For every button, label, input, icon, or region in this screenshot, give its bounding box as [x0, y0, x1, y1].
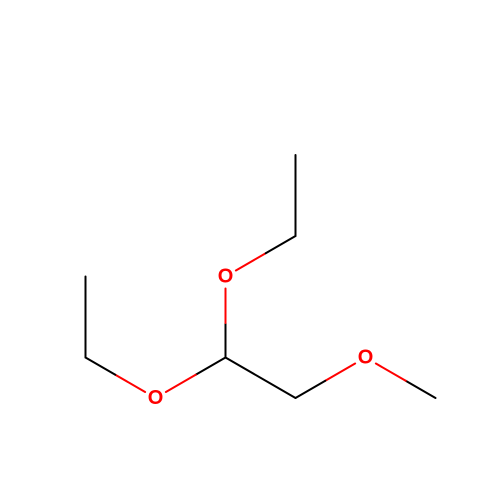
- bond: [226, 358, 296, 399]
- oxygen-label: O: [148, 387, 164, 409]
- bonds-layer: [86, 155, 436, 398]
- bond: [406, 381, 436, 398]
- oxygen-label: O: [218, 266, 234, 288]
- labels-layer: O O O: [148, 266, 374, 410]
- molecule-diagram: O O O: [0, 0, 500, 500]
- bond: [266, 236, 296, 253]
- oxygen-label: O: [358, 347, 374, 369]
- bond: [236, 253, 266, 270]
- bond: [166, 375, 196, 392]
- bond: [376, 364, 406, 381]
- bond: [325, 364, 355, 381]
- bond: [115, 375, 145, 392]
- bond: [196, 358, 226, 375]
- bond: [296, 381, 326, 398]
- bond: [86, 358, 116, 375]
